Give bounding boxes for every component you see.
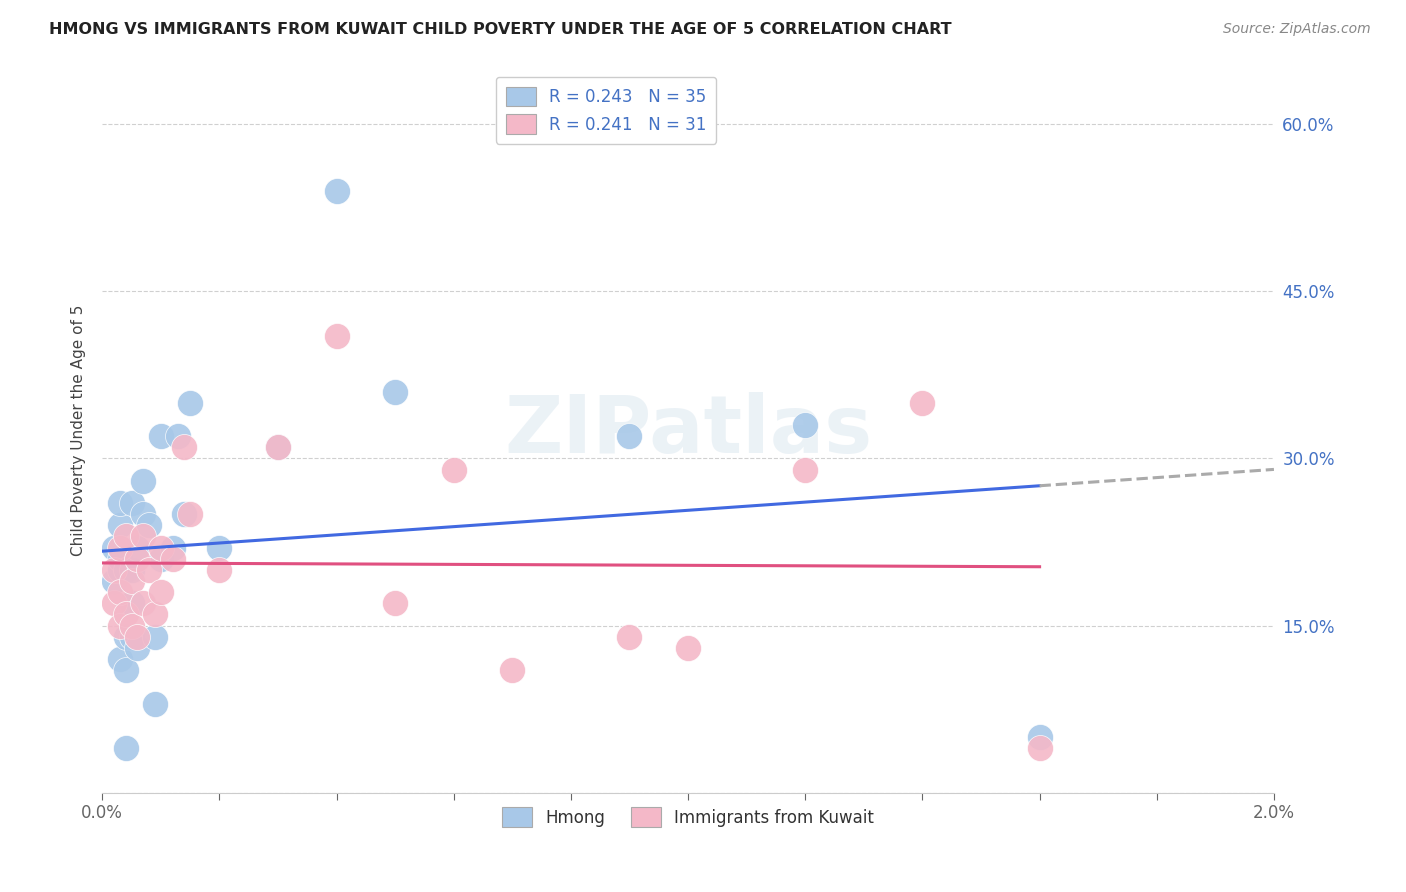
Point: [127, 640, 149, 655]
Point: [121, 630, 143, 644]
Point: [208, 563, 231, 577]
Point: [143, 607, 166, 622]
Point: [149, 551, 172, 566]
Point: [121, 496, 143, 510]
Point: [1028, 730, 1050, 744]
Point: [108, 551, 131, 566]
Point: [121, 618, 143, 632]
Point: [911, 395, 934, 409]
Point: [162, 551, 184, 566]
Point: [121, 574, 143, 588]
Point: [162, 541, 184, 555]
Point: [132, 474, 155, 488]
Point: [794, 462, 817, 476]
Point: [179, 395, 201, 409]
Point: [325, 329, 347, 343]
Point: [132, 596, 155, 610]
Point: [121, 596, 143, 610]
Point: [325, 184, 347, 198]
Point: [132, 507, 155, 521]
Point: [108, 541, 131, 555]
Point: [173, 507, 195, 521]
Point: [794, 417, 817, 432]
Point: [114, 529, 136, 543]
Point: [676, 640, 699, 655]
Point: [103, 541, 125, 555]
Point: [149, 585, 172, 599]
Point: [173, 440, 195, 454]
Point: [114, 663, 136, 677]
Point: [179, 507, 201, 521]
Point: [114, 630, 136, 644]
Point: [501, 663, 523, 677]
Point: [143, 630, 166, 644]
Point: [127, 551, 149, 566]
Point: [167, 429, 190, 443]
Point: [114, 563, 136, 577]
Y-axis label: Child Poverty Under the Age of 5: Child Poverty Under the Age of 5: [72, 305, 86, 557]
Point: [267, 440, 290, 454]
Point: [619, 429, 641, 443]
Text: HMONG VS IMMIGRANTS FROM KUWAIT CHILD POVERTY UNDER THE AGE OF 5 CORRELATION CHA: HMONG VS IMMIGRANTS FROM KUWAIT CHILD PO…: [49, 22, 952, 37]
Text: Source: ZipAtlas.com: Source: ZipAtlas.com: [1223, 22, 1371, 37]
Point: [108, 618, 131, 632]
Point: [619, 630, 641, 644]
Point: [149, 429, 172, 443]
Point: [208, 541, 231, 555]
Point: [108, 496, 131, 510]
Point: [143, 697, 166, 711]
Point: [108, 563, 131, 577]
Point: [1028, 741, 1050, 756]
Point: [114, 741, 136, 756]
Point: [103, 574, 125, 588]
Point: [114, 607, 136, 622]
Point: [149, 541, 172, 555]
Point: [138, 518, 160, 533]
Point: [384, 384, 406, 399]
Point: [384, 596, 406, 610]
Point: [267, 440, 290, 454]
Point: [132, 529, 155, 543]
Point: [103, 596, 125, 610]
Point: [127, 541, 149, 555]
Legend: Hmong, Immigrants from Kuwait: Hmong, Immigrants from Kuwait: [494, 799, 882, 835]
Point: [108, 585, 131, 599]
Point: [127, 630, 149, 644]
Text: ZIPatlas: ZIPatlas: [503, 392, 872, 469]
Point: [108, 652, 131, 666]
Point: [103, 563, 125, 577]
Point: [121, 563, 143, 577]
Point: [108, 518, 131, 533]
Point: [138, 563, 160, 577]
Point: [443, 462, 465, 476]
